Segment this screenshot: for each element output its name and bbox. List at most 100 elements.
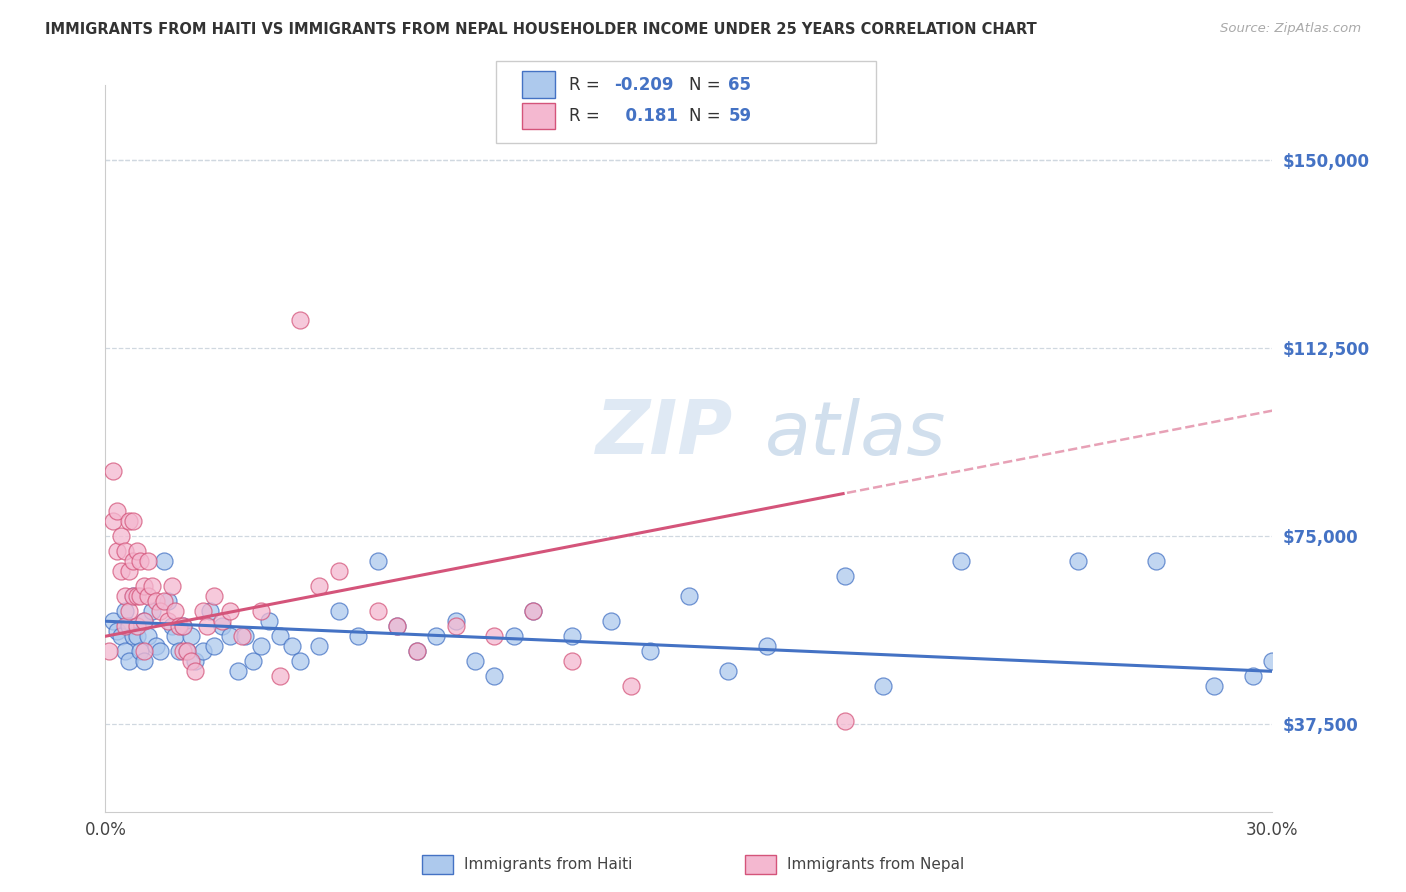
Point: [219, 604, 242, 618]
Point: [125, 544, 148, 558]
Point: [678, 589, 700, 603]
Text: IMMIGRANTS FROM HAITI VS IMMIGRANTS FROM NEPAL HOUSEHOLDER INCOME UNDER 25 YEARS: IMMIGRANTS FROM HAITI VS IMMIGRANTS FROM…: [45, 22, 1036, 37]
Point: [270, 629, 292, 643]
Text: 65: 65: [728, 76, 751, 94]
Point: [444, 614, 467, 628]
Text: N =: N =: [689, 76, 725, 94]
Point: [522, 604, 544, 618]
Point: [118, 564, 141, 578]
Point: [561, 654, 583, 668]
Point: [121, 589, 143, 603]
Point: [211, 614, 233, 628]
Text: R =: R =: [569, 76, 606, 94]
Point: [257, 614, 280, 628]
Point: [367, 604, 389, 618]
Text: Source: ZipAtlas.com: Source: ZipAtlas.com: [1220, 22, 1361, 36]
Point: [202, 640, 225, 654]
Point: [484, 669, 506, 683]
Point: [184, 665, 207, 679]
Point: [444, 619, 467, 633]
Point: [484, 629, 506, 643]
Point: [129, 644, 152, 658]
Point: [156, 614, 179, 628]
Point: [191, 644, 214, 658]
Point: [235, 629, 257, 643]
Point: [834, 714, 856, 729]
Point: [250, 640, 273, 654]
Point: [110, 564, 132, 578]
Point: [160, 579, 183, 593]
Point: [1067, 554, 1090, 568]
Point: [136, 589, 159, 603]
Point: [121, 589, 143, 603]
Point: [176, 644, 198, 658]
Point: [114, 619, 136, 633]
Point: [191, 604, 214, 618]
Point: [385, 619, 409, 633]
Point: [172, 619, 194, 633]
Point: [503, 629, 526, 643]
Point: [129, 589, 152, 603]
Point: [717, 665, 740, 679]
Point: [134, 644, 156, 658]
Point: [1241, 669, 1264, 683]
Point: [561, 629, 583, 643]
Point: [367, 554, 389, 568]
Point: [176, 644, 198, 658]
Text: ZIP: ZIP: [596, 397, 733, 470]
Point: [98, 644, 121, 658]
Point: [149, 604, 172, 618]
Point: [134, 579, 156, 593]
Point: [141, 579, 163, 593]
Point: [308, 640, 330, 654]
Point: [347, 629, 370, 643]
Point: [141, 604, 163, 618]
Point: [464, 654, 486, 668]
Point: [136, 629, 159, 643]
Point: [195, 619, 218, 633]
Point: [121, 514, 143, 528]
Point: [755, 640, 778, 654]
Point: [600, 614, 623, 628]
Text: 0.181: 0.181: [614, 107, 678, 125]
Point: [165, 604, 187, 618]
Point: [114, 544, 136, 558]
Point: [134, 654, 156, 668]
Point: [165, 629, 187, 643]
Text: -0.209: -0.209: [614, 76, 673, 94]
Point: [202, 589, 225, 603]
Point: [172, 619, 194, 633]
Point: [125, 619, 148, 633]
Point: [118, 654, 141, 668]
Point: [405, 644, 427, 658]
Point: [118, 619, 141, 633]
Point: [219, 629, 242, 643]
Point: [103, 514, 125, 528]
Point: [149, 644, 172, 658]
Point: [385, 619, 409, 633]
Point: [1202, 679, 1225, 693]
Point: [129, 554, 152, 568]
Point: [169, 644, 191, 658]
Point: [180, 654, 202, 668]
Point: [134, 614, 156, 628]
Point: [242, 654, 264, 668]
Point: [145, 594, 167, 608]
Point: [328, 564, 350, 578]
Point: [200, 604, 222, 618]
Point: [114, 644, 136, 658]
Point: [231, 629, 253, 643]
Point: [950, 554, 973, 568]
Point: [522, 604, 544, 618]
Point: [105, 504, 128, 518]
Text: 59: 59: [728, 107, 751, 125]
Point: [288, 654, 311, 668]
Point: [872, 679, 894, 693]
Point: [121, 629, 143, 643]
Point: [328, 604, 350, 618]
Point: [250, 604, 273, 618]
Text: atlas: atlas: [765, 398, 946, 470]
Point: [184, 654, 207, 668]
Point: [1144, 554, 1167, 568]
Point: [405, 644, 427, 658]
